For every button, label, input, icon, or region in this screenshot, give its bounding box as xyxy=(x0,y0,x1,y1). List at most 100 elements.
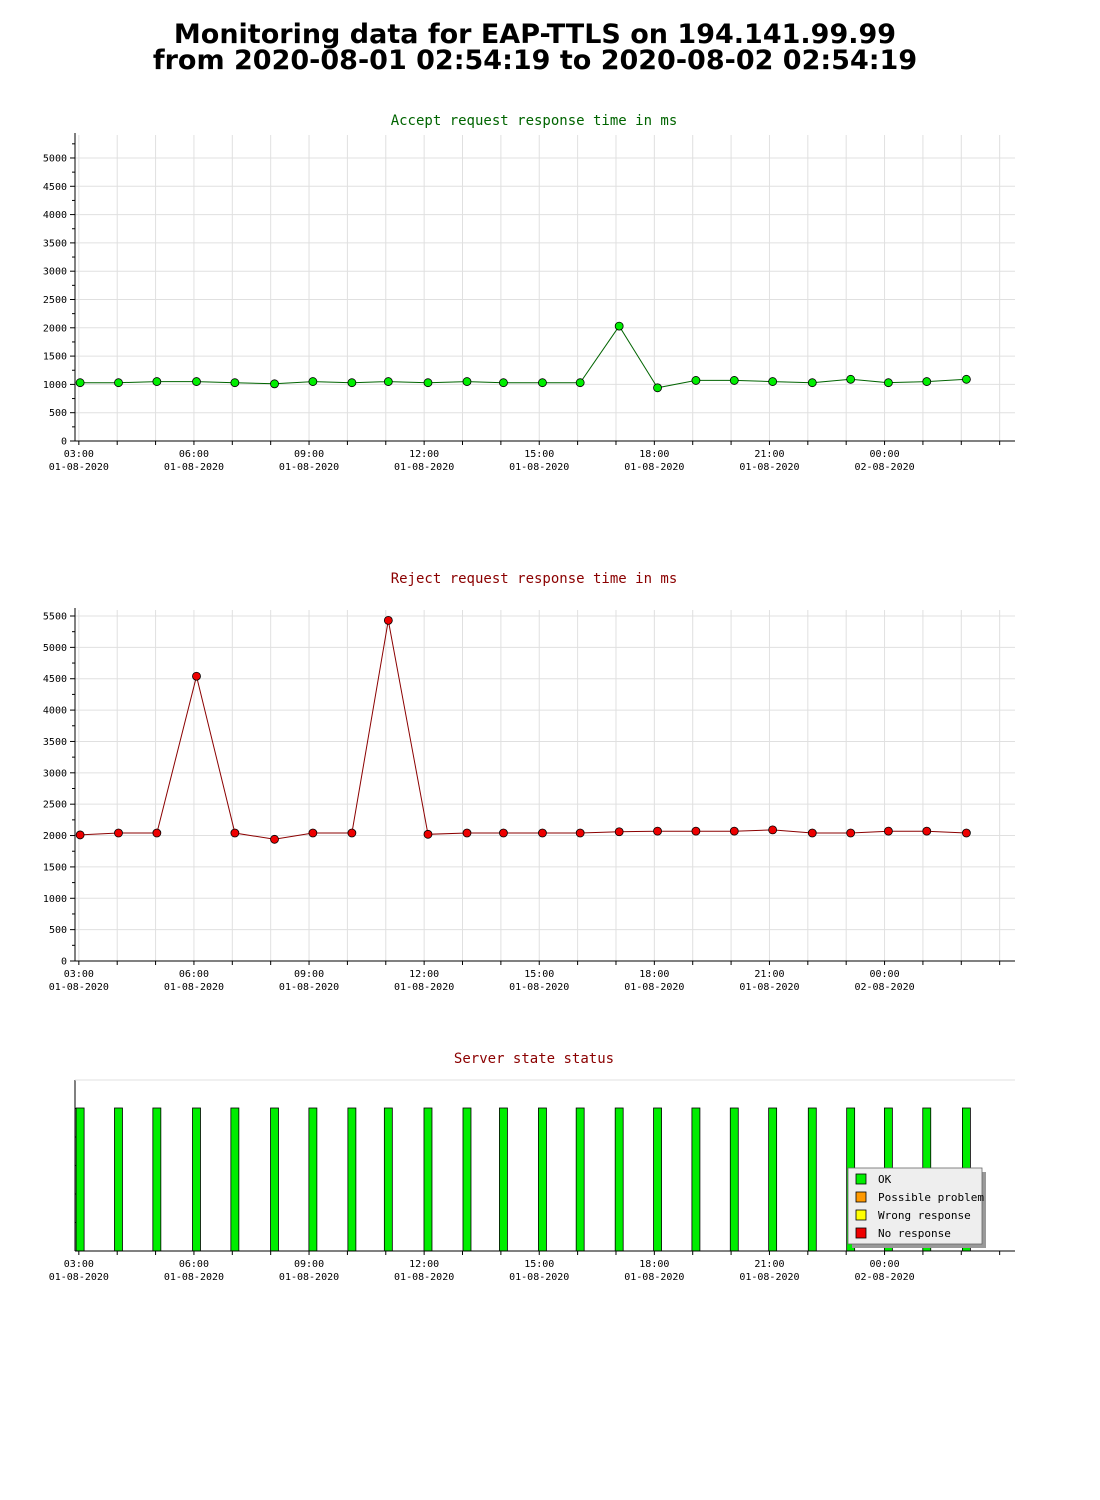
data-point xyxy=(575,378,585,388)
status-bar-ok xyxy=(691,1107,701,1252)
status-bar-ok xyxy=(75,1107,85,1252)
x-tick-label-date: 01-08-2020 xyxy=(164,982,224,993)
data-point xyxy=(308,377,318,386)
x-tick-label-time: 21:00 xyxy=(754,969,784,980)
data-point xyxy=(922,377,932,386)
y-tick-label: 500 xyxy=(49,925,67,936)
data-point xyxy=(691,826,701,836)
accept-response-time-chart: Accept request response time in ms 0 500 10… xyxy=(43,113,1015,473)
data-point xyxy=(499,828,508,838)
data-point xyxy=(691,376,701,385)
data-point xyxy=(883,378,893,388)
data-point xyxy=(575,828,585,838)
x-tick-label-time: 00:00 xyxy=(869,969,899,980)
data-point xyxy=(729,376,739,385)
x-tick-label-date: 01-08-2020 xyxy=(394,1272,454,1283)
y-tick-label: 2500 xyxy=(43,800,67,811)
status-bar-ok xyxy=(270,1107,279,1252)
series-line xyxy=(80,325,967,389)
status-bar-ok xyxy=(383,1107,393,1252)
status-bar-ok xyxy=(729,1107,739,1252)
x-tick-label-date: 02-08-2020 xyxy=(854,982,914,993)
x-tick-label-date: 01-08-2020 xyxy=(49,982,109,993)
x-tick-label-time: 18:00 xyxy=(639,969,669,980)
data-point xyxy=(75,830,85,840)
status-bar-ok xyxy=(114,1107,123,1252)
y-tick-label: 2000 xyxy=(43,831,67,842)
data-point xyxy=(768,377,778,386)
data-point xyxy=(807,378,817,388)
x-tick-label-date: 01-08-2020 xyxy=(624,982,684,993)
data-point xyxy=(114,828,123,838)
legend: OK Possible problem Wrong response No respo… xyxy=(847,1167,986,1248)
chart-title: Reject request response time in ms xyxy=(391,571,678,587)
data-point xyxy=(347,828,357,838)
y-tick-label: 0 xyxy=(61,437,67,448)
y-tick-label: 3500 xyxy=(43,238,67,249)
data-point xyxy=(614,827,624,837)
x-tick-label-time: 12:00 xyxy=(409,1259,439,1270)
data-point xyxy=(846,374,856,384)
data-point xyxy=(152,377,162,386)
y-tick-label: 3000 xyxy=(43,768,67,779)
page-title-line1: Monitoring data for EAP-TTLS on 194.141.… xyxy=(173,19,897,50)
status-bar-ok xyxy=(152,1107,162,1252)
data-point xyxy=(922,826,932,836)
y-tick-label: 0 xyxy=(61,957,67,968)
x-tick-label-date: 01-08-2020 xyxy=(279,982,339,993)
y-tick-label: 4500 xyxy=(43,674,67,685)
legend-swatch xyxy=(855,1227,867,1239)
y-tick-label: 1500 xyxy=(43,352,67,363)
x-tick-label-date: 01-08-2020 xyxy=(624,1272,684,1283)
x-tick-label-date: 01-08-2020 xyxy=(49,462,109,473)
x-tick-label-date: 02-08-2020 xyxy=(854,1272,914,1283)
y-tick-label: 5000 xyxy=(43,153,67,164)
data-point xyxy=(462,377,472,386)
chart-title: Server state status xyxy=(454,1051,614,1067)
legend-label: Wrong response xyxy=(878,1209,971,1222)
reject-response-time-chart: Reject request response time in ms 0 500 10… xyxy=(43,571,1015,993)
status-bar-ok xyxy=(614,1107,624,1252)
x-tick-label-time: 15:00 xyxy=(524,1259,554,1270)
x-tick-label-time: 15:00 xyxy=(524,969,554,980)
data-point xyxy=(846,828,856,838)
x-tick-label-date: 01-08-2020 xyxy=(49,1272,109,1283)
data-point xyxy=(308,828,318,838)
data-point xyxy=(538,378,547,388)
data-point xyxy=(768,825,778,835)
data-point xyxy=(270,834,279,844)
y-tick-label: 1500 xyxy=(43,862,67,873)
server-state-status-chart: Server state status 03:00 01-08-2020 06:00 0… xyxy=(49,1051,1015,1283)
x-tick-label-time: 03:00 xyxy=(64,1259,94,1270)
status-bar-ok xyxy=(230,1107,240,1252)
data-point xyxy=(230,828,240,838)
x-tick-label-time: 15:00 xyxy=(524,449,554,460)
x-tick-label-time: 12:00 xyxy=(409,969,439,980)
legend-label: No response xyxy=(878,1227,951,1240)
data-point xyxy=(423,829,433,839)
status-bar-ok xyxy=(653,1107,662,1252)
data-point xyxy=(653,383,662,393)
chart-title: Accept request response time in ms xyxy=(391,113,678,129)
legend-swatch xyxy=(855,1173,867,1185)
x-tick-label-date: 01-08-2020 xyxy=(739,1272,799,1283)
data-point xyxy=(114,378,123,388)
status-bar-ok xyxy=(308,1107,318,1252)
legend-label: OK xyxy=(878,1173,892,1186)
data-point xyxy=(653,826,662,836)
data-point xyxy=(230,378,240,388)
series-line xyxy=(80,620,967,840)
x-tick-label-date: 01-08-2020 xyxy=(394,462,454,473)
y-tick-label: 1000 xyxy=(43,894,67,905)
page-title: Monitoring data for EAP-TTLS on 194.141.… xyxy=(0,19,1070,76)
y-tick-label: 4000 xyxy=(43,210,67,221)
data-point xyxy=(270,379,279,389)
page-title-line2: from 2020-08-01 02:54:19 to 2020-08-02 0… xyxy=(152,45,918,76)
x-tick-label-time: 09:00 xyxy=(294,1259,324,1270)
x-tick-label-date: 01-08-2020 xyxy=(509,1272,569,1283)
x-tick-label-date: 01-08-2020 xyxy=(279,1272,339,1283)
data-point xyxy=(883,826,893,836)
data-point xyxy=(192,671,201,681)
status-bar-ok xyxy=(499,1107,508,1252)
x-tick-label-time: 06:00 xyxy=(179,1259,209,1270)
